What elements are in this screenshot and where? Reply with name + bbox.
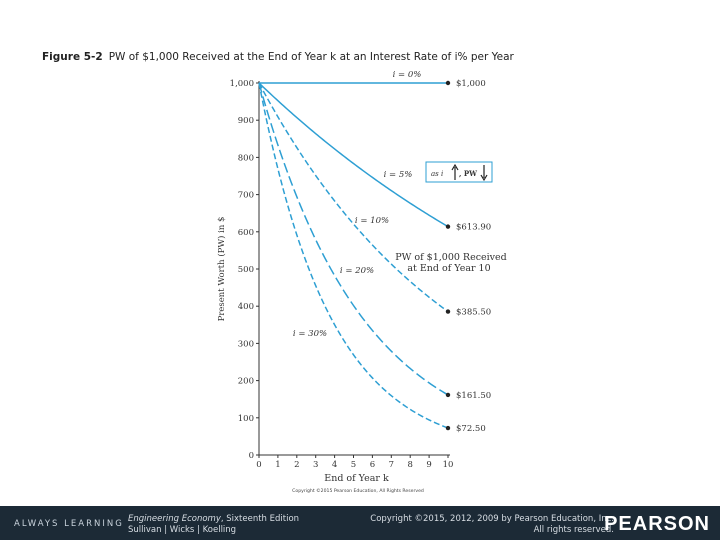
- series-line: [258, 82, 449, 313]
- pw-note-line2: at End of Year 10: [407, 263, 490, 274]
- brand-tagline: ALWAYS LEARNING: [14, 519, 124, 529]
- y-tick-label: 300: [238, 339, 254, 349]
- series-name-label: i = 30%: [293, 329, 327, 339]
- arrow-up-icon: [451, 163, 459, 180]
- y-tick-label: 400: [238, 302, 254, 312]
- footer-copyright: Copyright ©2015, 2012, 2009 by Pearson E…: [370, 514, 614, 536]
- pw-note-line1: PW of $1,000 Received: [395, 252, 507, 263]
- x-tick-label: 7: [389, 460, 394, 470]
- footer-copyright-line2: All rights reserved.: [533, 525, 614, 535]
- series-line: [258, 82, 449, 396]
- x-tick-label: 9: [426, 460, 431, 470]
- y-tick-label: 0: [249, 451, 254, 461]
- series-name-label: i = 5%: [384, 170, 413, 180]
- trend-box-left-text: as i: [431, 170, 443, 178]
- chart-annotations: PW of $1,000 Received at End of Year 10 …: [292, 70, 507, 494]
- x-tick-label: 0: [256, 460, 261, 470]
- series-end-label: $1,000: [456, 79, 486, 89]
- x-tick-label: 6: [370, 460, 375, 470]
- pw-chart: 0 100 200 300 400 500 600 700 800 900 1,000 0 1 2 3 4 5 6…: [216, 70, 507, 494]
- trend-box-right-text: , PW: [459, 169, 477, 178]
- figure-caption: Figure 5-2 PW of $1,000 Received at the E…: [42, 51, 514, 63]
- series-end-point: [445, 392, 451, 398]
- series-line: [258, 82, 449, 228]
- series-end-point: [445, 425, 451, 431]
- y-tick-label: 500: [238, 265, 254, 275]
- x-tick-label: 5: [351, 460, 356, 470]
- pearson-logo: PEARSON: [604, 513, 710, 535]
- y-tick-label: 200: [238, 377, 254, 387]
- book-edition: , Sixteenth Edition: [220, 514, 300, 524]
- book-authors: Sullivan | Wicks | Koelling: [128, 525, 237, 535]
- y-tick-label: 800: [238, 153, 254, 163]
- y-tick-label: 900: [238, 116, 254, 126]
- series-end-point: [445, 224, 451, 229]
- figure-title: PW of $1,000 Received at the End of Year…: [108, 51, 514, 63]
- y-tick-label: 1,000: [230, 79, 254, 89]
- chart-copyright: Copyright ©2015 Pearson Education, All R…: [292, 487, 424, 494]
- y-tick-label: 600: [238, 228, 254, 238]
- x-tick-label: 8: [407, 460, 412, 470]
- x-tick-label: 2: [294, 460, 299, 470]
- x-tick-label: 10: [443, 460, 454, 470]
- series-end-point: [445, 309, 451, 314]
- x-tick-label: 3: [313, 460, 318, 470]
- y-axis-label: Present Worth (PW) in $: [216, 217, 227, 322]
- series-end-point: [445, 80, 451, 86]
- arrow-down-icon: [480, 165, 488, 182]
- book-info: Engineering Economy, Sixteenth Edition S…: [128, 514, 299, 536]
- series-name-label: i = 10%: [355, 216, 389, 226]
- chart-axes: 0 100 200 300 400 500 600 700 800 900 1,000 0 1 2 3 4 5 6…: [216, 79, 453, 484]
- y-tick-label: 100: [238, 414, 254, 424]
- footer-copyright-line1: Copyright ©2015, 2012, 2009 by Pearson E…: [370, 514, 614, 524]
- x-tick-label: 4: [332, 460, 337, 470]
- x-tick-label: 1: [275, 460, 280, 470]
- series-line: [258, 82, 449, 429]
- series-name-label: i = 0%: [393, 70, 422, 80]
- y-tick-label: 700: [238, 191, 254, 201]
- x-axis-label: End of Year k: [324, 473, 389, 484]
- series-end-label: $385.50: [456, 308, 491, 318]
- figure-label: Figure 5-2: [42, 51, 103, 63]
- trend-box: [425, 161, 493, 183]
- book-title: Engineering Economy: [128, 514, 221, 524]
- series-name-label: i = 20%: [340, 266, 374, 276]
- series-end-label: $613.90: [456, 223, 491, 233]
- chart-series: $1,000 $613.90 $385.50 $161.50 $72.50: [258, 79, 491, 434]
- series-end-label: $72.50: [456, 424, 486, 434]
- series-end-label: $161.50: [456, 391, 491, 401]
- slide-footer: ALWAYS LEARNING Engineering Economy, Six…: [0, 506, 720, 540]
